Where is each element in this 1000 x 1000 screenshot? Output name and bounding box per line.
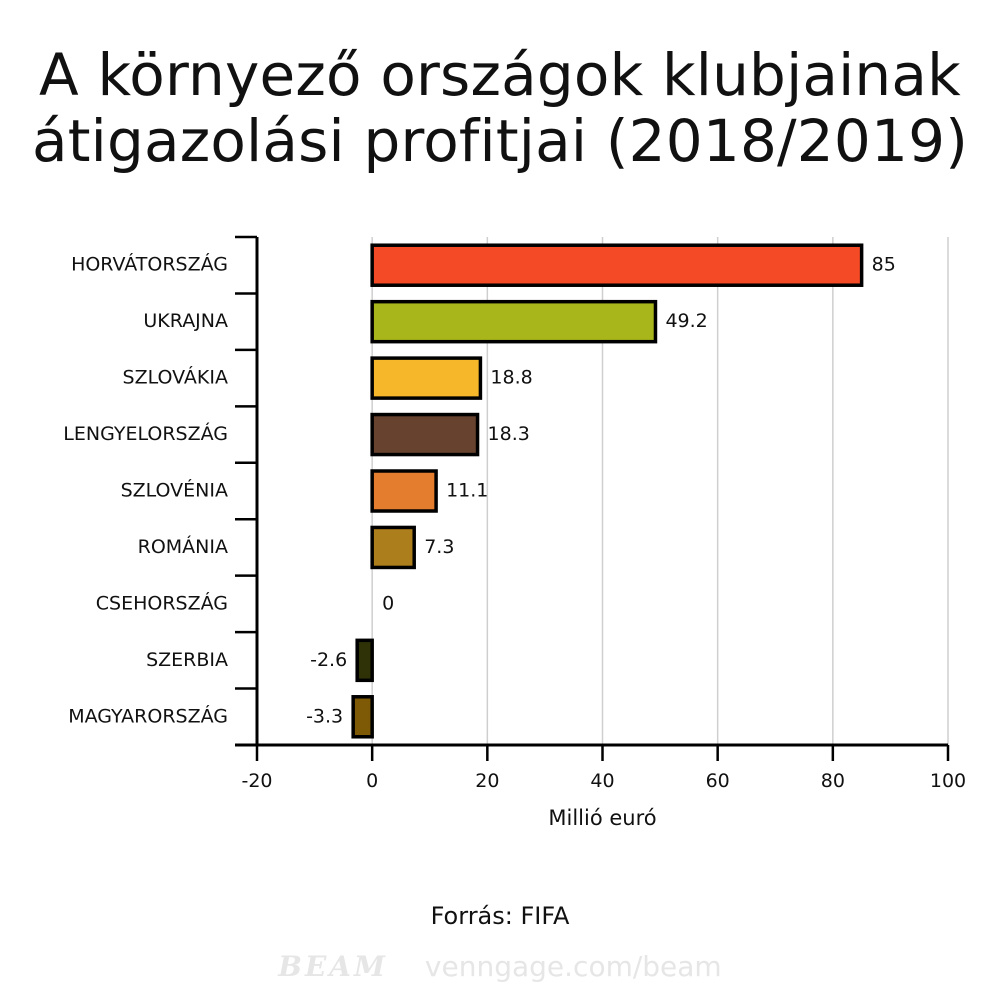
category-label: MAGYARORSZÁG	[68, 704, 228, 727]
category-label: LENGYELORSZÁG	[63, 422, 228, 445]
x-tick-label: 80	[821, 770, 845, 792]
data-label: -2.6	[310, 649, 347, 671]
x-tick-label: 100	[930, 770, 966, 792]
bar	[370, 299, 658, 344]
bar	[370, 469, 438, 513]
source-note: Forrás: FIFA	[430, 902, 570, 930]
bar	[370, 525, 416, 570]
category-label: SZLOVÉNIA	[121, 479, 228, 502]
chart-title: A környező országok klubjainak átigazolá…	[0, 42, 1000, 174]
data-label: 18.3	[488, 423, 530, 445]
x-axis-title: Millió euró	[548, 806, 656, 830]
brand-logo: BEAM	[278, 950, 389, 983]
bar	[370, 412, 480, 457]
bar	[370, 356, 483, 400]
category-label: HORVÁTORSZÁG	[71, 253, 228, 276]
data-label: 18.8	[490, 367, 532, 389]
bar	[370, 243, 864, 287]
x-tick-label: -20	[241, 770, 272, 792]
data-label: 85	[872, 254, 896, 276]
data-label: -3.3	[306, 705, 343, 727]
data-label: 11.1	[446, 480, 488, 502]
watermark: BEAM venngage.com/beam	[0, 950, 1000, 983]
x-tick-label: 40	[590, 770, 614, 792]
category-label: SZLOVÁKIA	[123, 366, 228, 389]
x-tick-label: 20	[475, 770, 499, 792]
data-label: 7.3	[424, 536, 454, 558]
data-label: 49.2	[665, 310, 707, 332]
data-label: 0	[382, 592, 394, 614]
watermark-url: venngage.com/beam	[424, 950, 722, 983]
category-label: SZERBIA	[146, 649, 228, 671]
x-tick-label: 0	[366, 770, 378, 792]
x-tick-label: 60	[706, 770, 730, 792]
bar	[351, 695, 374, 739]
category-label: CSEHORSZÁG	[96, 591, 228, 614]
category-label: ROMÁNIA	[138, 535, 228, 558]
chart-title-line-2: átigazolási profitjai (2018/2019)	[31, 107, 969, 175]
bar	[355, 638, 374, 683]
chart-title-line-1: A környező országok klubjainak	[39, 41, 961, 109]
category-label: UKRAJNA	[143, 310, 228, 332]
